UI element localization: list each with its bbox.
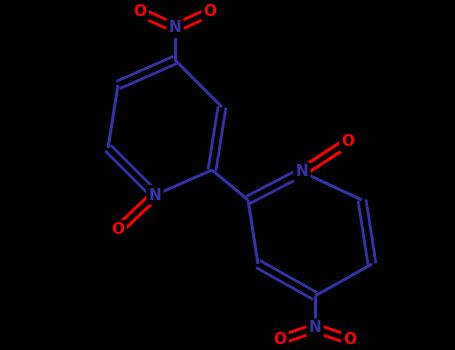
Text: N: N — [296, 164, 308, 180]
Text: O: O — [344, 332, 357, 348]
Text: N: N — [149, 188, 162, 203]
Text: O: O — [342, 134, 354, 149]
Text: N: N — [308, 321, 321, 336]
Text: O: O — [111, 223, 125, 238]
Text: O: O — [203, 5, 217, 20]
Text: O: O — [273, 332, 287, 348]
Text: O: O — [133, 5, 147, 20]
Text: N: N — [169, 21, 182, 35]
